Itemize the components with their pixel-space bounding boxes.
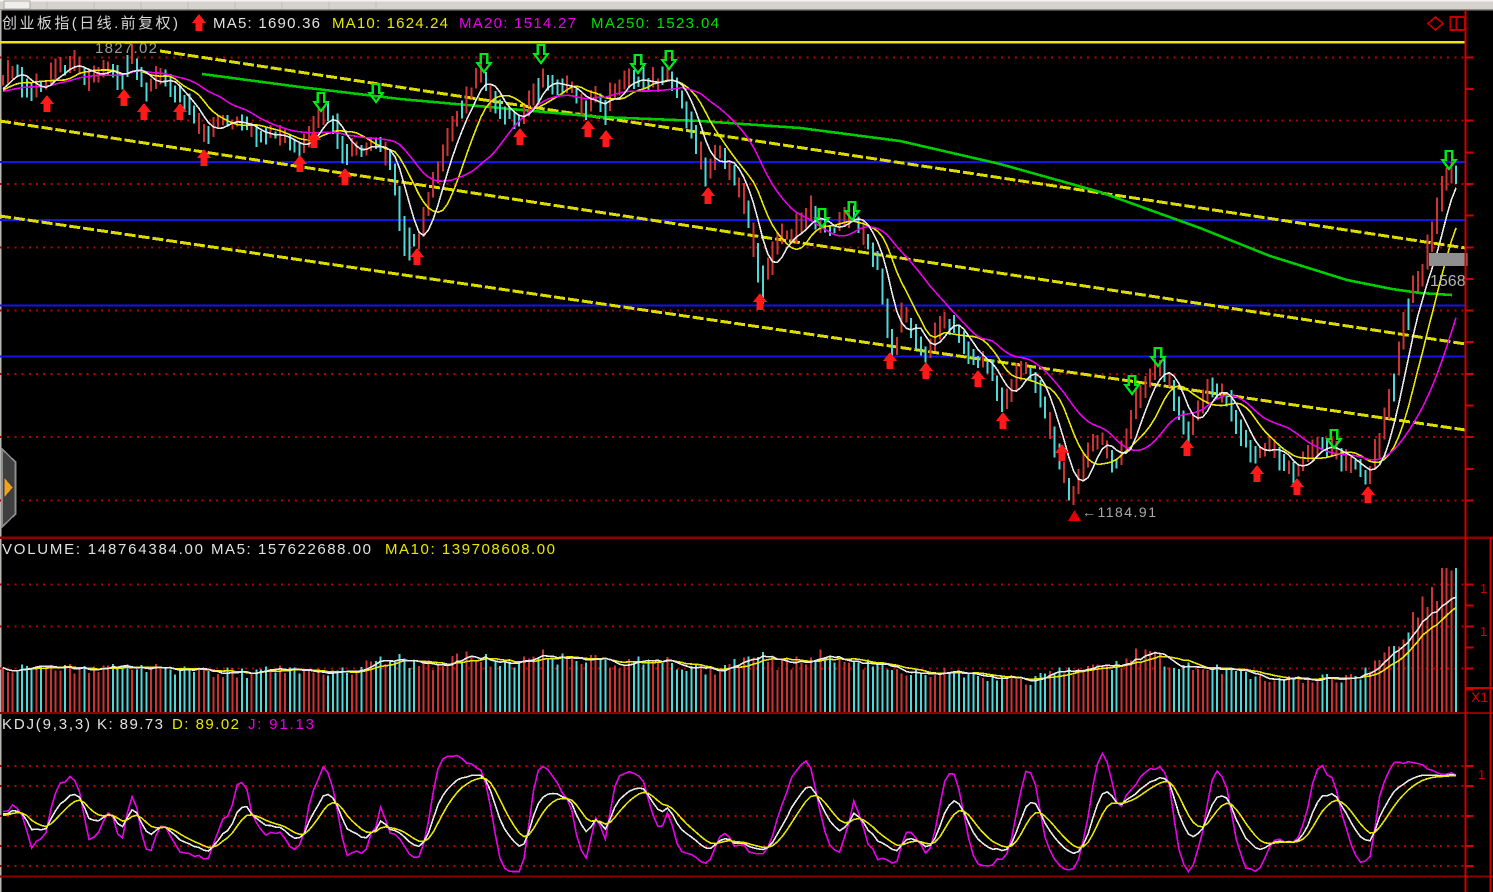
svg-text:←1184.91: ←1184.91 [1082,504,1156,520]
svg-text:X1: X1 [1471,689,1488,705]
svg-text:MA10: 1624.24: MA10: 1624.24 [332,15,448,32]
svg-text:1: 1 [1480,624,1487,639]
svg-text:KDJ(9,3,3): KDJ(9,3,3) [2,716,90,733]
svg-text:J: 91.13: J: 91.13 [248,716,314,733]
svg-text:1827.02: 1827.02 [95,40,157,57]
svg-text:1: 1 [1480,581,1487,596]
svg-text:D: 89.02: D: 89.02 [172,716,239,733]
svg-text:1: 1 [1478,767,1485,782]
svg-text:MA5: 1690.36: MA5: 1690.36 [213,15,320,32]
svg-text:创业板指(日线.前复权): 创业板指(日线.前复权) [2,14,178,32]
svg-text:VOLUME: 148764384.00: VOLUME: 148764384.00 [2,541,203,558]
svg-text:MA20: 1514.27: MA20: 1514.27 [459,15,576,32]
svg-text:K: 89.73: K: 89.73 [97,716,163,733]
svg-text:MA250: 1523.04: MA250: 1523.04 [591,15,719,32]
svg-text:MA5: 157622688.00: MA5: 157622688.00 [211,541,371,558]
svg-text:1568: 1568 [1430,273,1466,290]
svg-text:MA10: 139708608.00: MA10: 139708608.00 [385,541,555,558]
